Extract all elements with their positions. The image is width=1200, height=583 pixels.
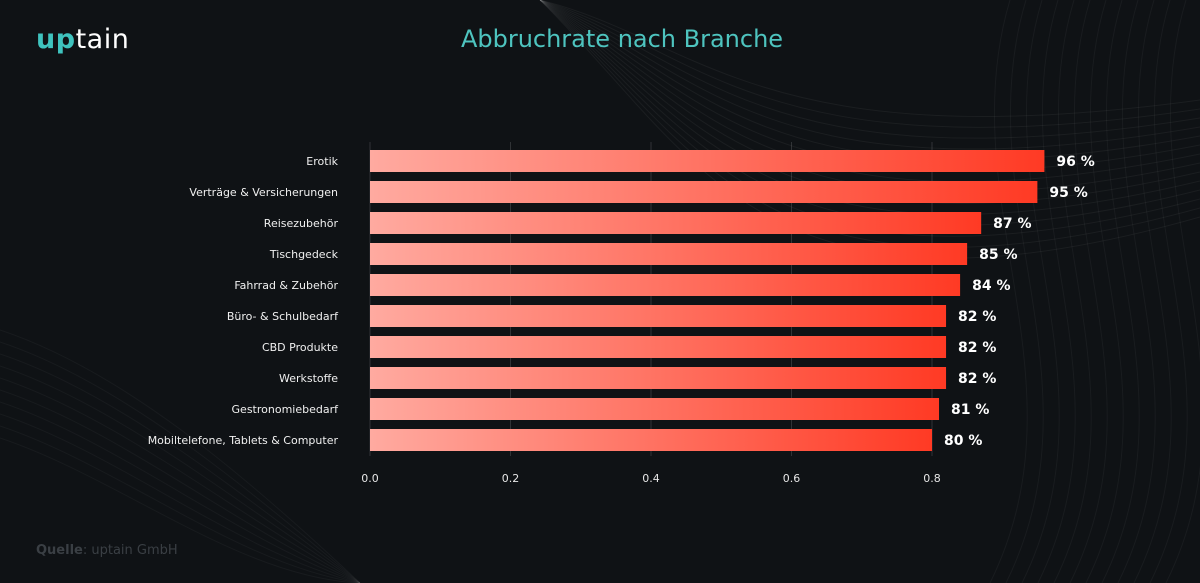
source-text: : uptain GmbH [82,543,178,558]
bar [370,398,940,420]
bg-curve [0,377,361,583]
value-label: 96 % [1056,154,1094,170]
bg-curve [1117,0,1156,583]
bg-curve [539,0,1200,128]
bar [370,305,947,327]
bg-curve [539,0,1200,248]
category-label: Gestronomiebedarf [232,403,340,416]
category-label: Reisezubehör [264,217,339,230]
bg-curve [1165,0,1200,583]
bar [370,181,1038,203]
category-label: Tischgedeck [269,248,339,261]
value-label: 85 % [979,247,1017,263]
bg-curve [0,401,361,583]
x-tick-label: 0.0 [361,472,379,485]
uptain-logo: uptain [36,24,129,56]
bar [370,336,947,358]
bars [370,150,1045,451]
bg-curve [1069,0,1108,583]
logo-rest: tain [75,24,130,55]
value-label: 84 % [972,278,1010,294]
category-label: Mobiltelefone, Tablets & Computer [148,434,339,447]
bg-curve [539,0,1200,139]
category-label: Erotik [306,155,338,168]
bar [370,367,947,389]
bg-curve [1053,0,1092,583]
bg-curve [1037,0,1076,583]
value-label: 82 % [958,340,996,356]
value-label: 95 % [1049,185,1087,201]
category-label: Verträge & Versicherungen [189,186,338,199]
bar [370,212,982,234]
bg-curve [1005,0,1044,583]
chart-title: Abbruchrate nach Branche [460,25,784,53]
bg-curve [1085,0,1124,583]
category-label: Büro- & Schulbedarf [227,310,339,323]
bg-curve [0,425,361,583]
value-label: 82 % [958,371,996,387]
value-label: 87 % [993,216,1031,232]
x-tick-label: 0.2 [502,472,520,485]
x-tick-label: 0.4 [642,472,660,485]
category-label: Werkstoffe [279,372,338,385]
bg-curve [0,389,361,583]
bg-curve [0,437,361,583]
value-label: 81 % [951,402,989,418]
bg-curve [539,0,1200,150]
category-label: Fahrrad & Zubehör [234,279,338,292]
bar [370,429,932,451]
value-label: 80 % [944,433,982,449]
bg-curve [1149,0,1188,583]
bar [370,243,968,265]
labels: 0.0 0.2 0.4 0.6 0.8 Erotik 96 % Verträge & Vers… [148,154,1095,485]
bg-curve [0,341,361,583]
bg-curve [1133,0,1172,583]
source-label: Quelle [36,543,83,558]
x-tick-label: 0.6 [783,472,801,485]
bg-curve [1021,0,1060,583]
x-tick-label: 0.8 [923,472,941,485]
bg-curve [0,365,361,583]
bar [370,274,961,296]
category-label: CBD Produkte [262,341,338,354]
bg-curve [539,0,1200,215]
source-note: Quelle: uptain GmbH [36,543,178,559]
bg-curve [1101,0,1140,583]
bg-curve [539,0,1200,183]
bg-curve [0,329,361,583]
bg-curve [0,353,361,583]
bg-curve [989,0,1028,583]
bar [370,150,1045,172]
bg-curve [0,413,361,583]
logo-accent: up [36,24,76,55]
value-label: 82 % [958,309,996,325]
bg-curve [539,0,1200,117]
